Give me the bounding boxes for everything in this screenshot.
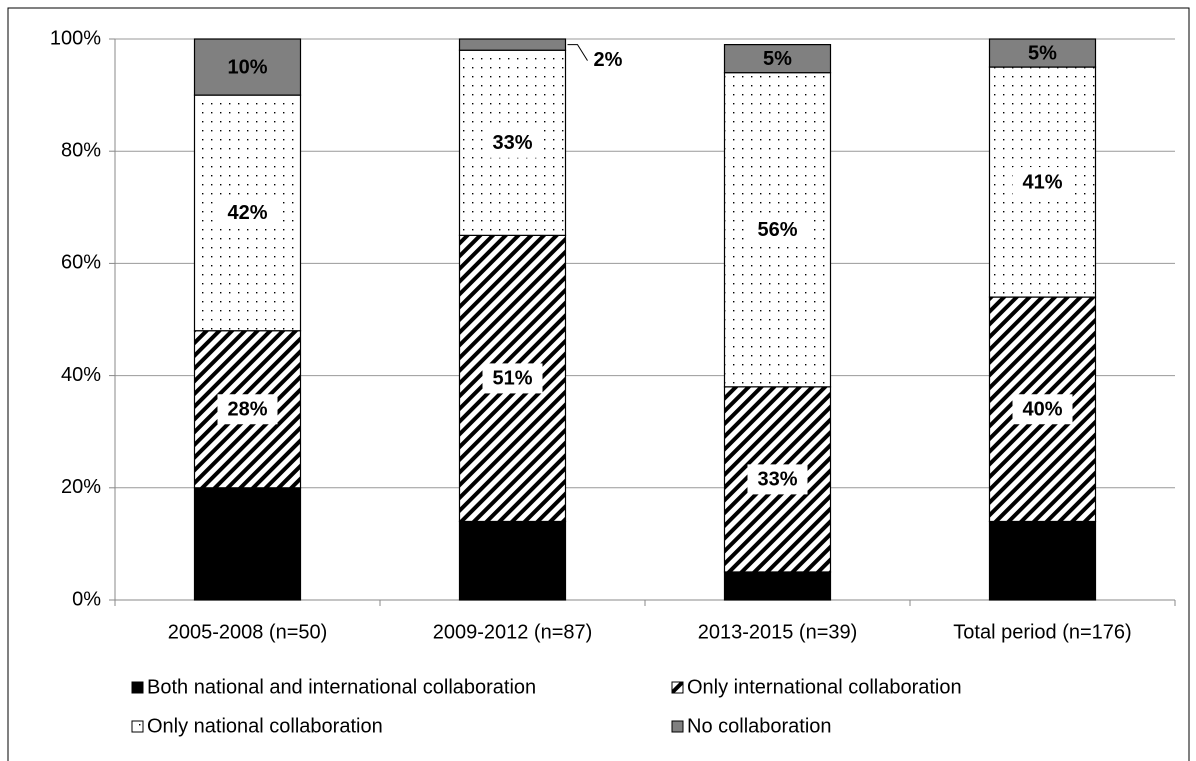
bar-segment: [193, 38, 302, 96]
legend-swatch: [671, 720, 684, 733]
data-label-box: [1012, 394, 1073, 425]
y-tick-label: 100%: [50, 27, 101, 49]
data-label: 2%: [594, 49, 623, 71]
bar-segment: [988, 38, 1097, 68]
x-tick-label: 2009-2012 (n=87): [433, 621, 593, 643]
x-tick-label: Total period (n=176): [953, 621, 1131, 643]
data-label: 5%: [763, 48, 792, 70]
legend-label: No collaboration: [687, 715, 832, 737]
data-label: 10%: [227, 56, 267, 78]
data-label: 33%: [757, 469, 797, 491]
data-label: 5%: [763, 575, 792, 597]
y-tick-label: 80%: [61, 139, 101, 161]
data-label-box: [482, 363, 543, 394]
x-tick-label: 2013-2015 (n=39): [698, 621, 858, 643]
bar-segment: [723, 44, 832, 74]
legend-swatch: [671, 681, 684, 694]
data-label: 14%: [492, 550, 532, 572]
bar-segment: [458, 520, 567, 601]
y-tick-label: 40%: [61, 364, 101, 386]
bar-segment: [988, 520, 1097, 601]
data-label: 42%: [227, 202, 267, 224]
data-label: 5%: [1028, 42, 1057, 64]
y-tick-label: 0%: [72, 588, 101, 610]
data-label: 33%: [492, 132, 532, 154]
y-tick-label: 60%: [61, 252, 101, 274]
legend-swatch: [131, 720, 144, 733]
data-label: 56%: [757, 219, 797, 241]
bar-segment: [193, 487, 302, 601]
data-label-box: [1012, 167, 1073, 198]
data-label: 40%: [1022, 399, 1062, 421]
x-tick-label: 2005-2008 (n=50): [168, 621, 328, 643]
bar-segment: [723, 571, 832, 601]
data-label-box: [482, 127, 543, 158]
data-label: 51%: [492, 368, 532, 390]
data-label: 20%: [227, 533, 267, 555]
data-label: 28%: [227, 399, 267, 421]
data-label-box: [747, 214, 808, 245]
legend-swatch: [131, 681, 144, 694]
bar-segment: [458, 38, 567, 51]
data-label-box: [217, 197, 278, 228]
y-tick-label: 20%: [61, 476, 101, 498]
chart-frame: [7, 7, 1190, 761]
legend-label: Only international collaboration: [687, 676, 962, 698]
legend-label: Both national and international collabor…: [147, 676, 536, 698]
data-label: 14%: [1022, 550, 1062, 572]
data-label-box: [747, 464, 808, 495]
data-label-box: [217, 394, 278, 425]
leader-line: [567, 44, 588, 61]
legend-label: Only national collaboration: [147, 715, 383, 737]
plot: 0% 20% 40% 60% 80% 100% 2005-2008 (n=50) 20% 28%…: [50, 27, 1176, 737]
data-label: 41%: [1022, 171, 1062, 193]
